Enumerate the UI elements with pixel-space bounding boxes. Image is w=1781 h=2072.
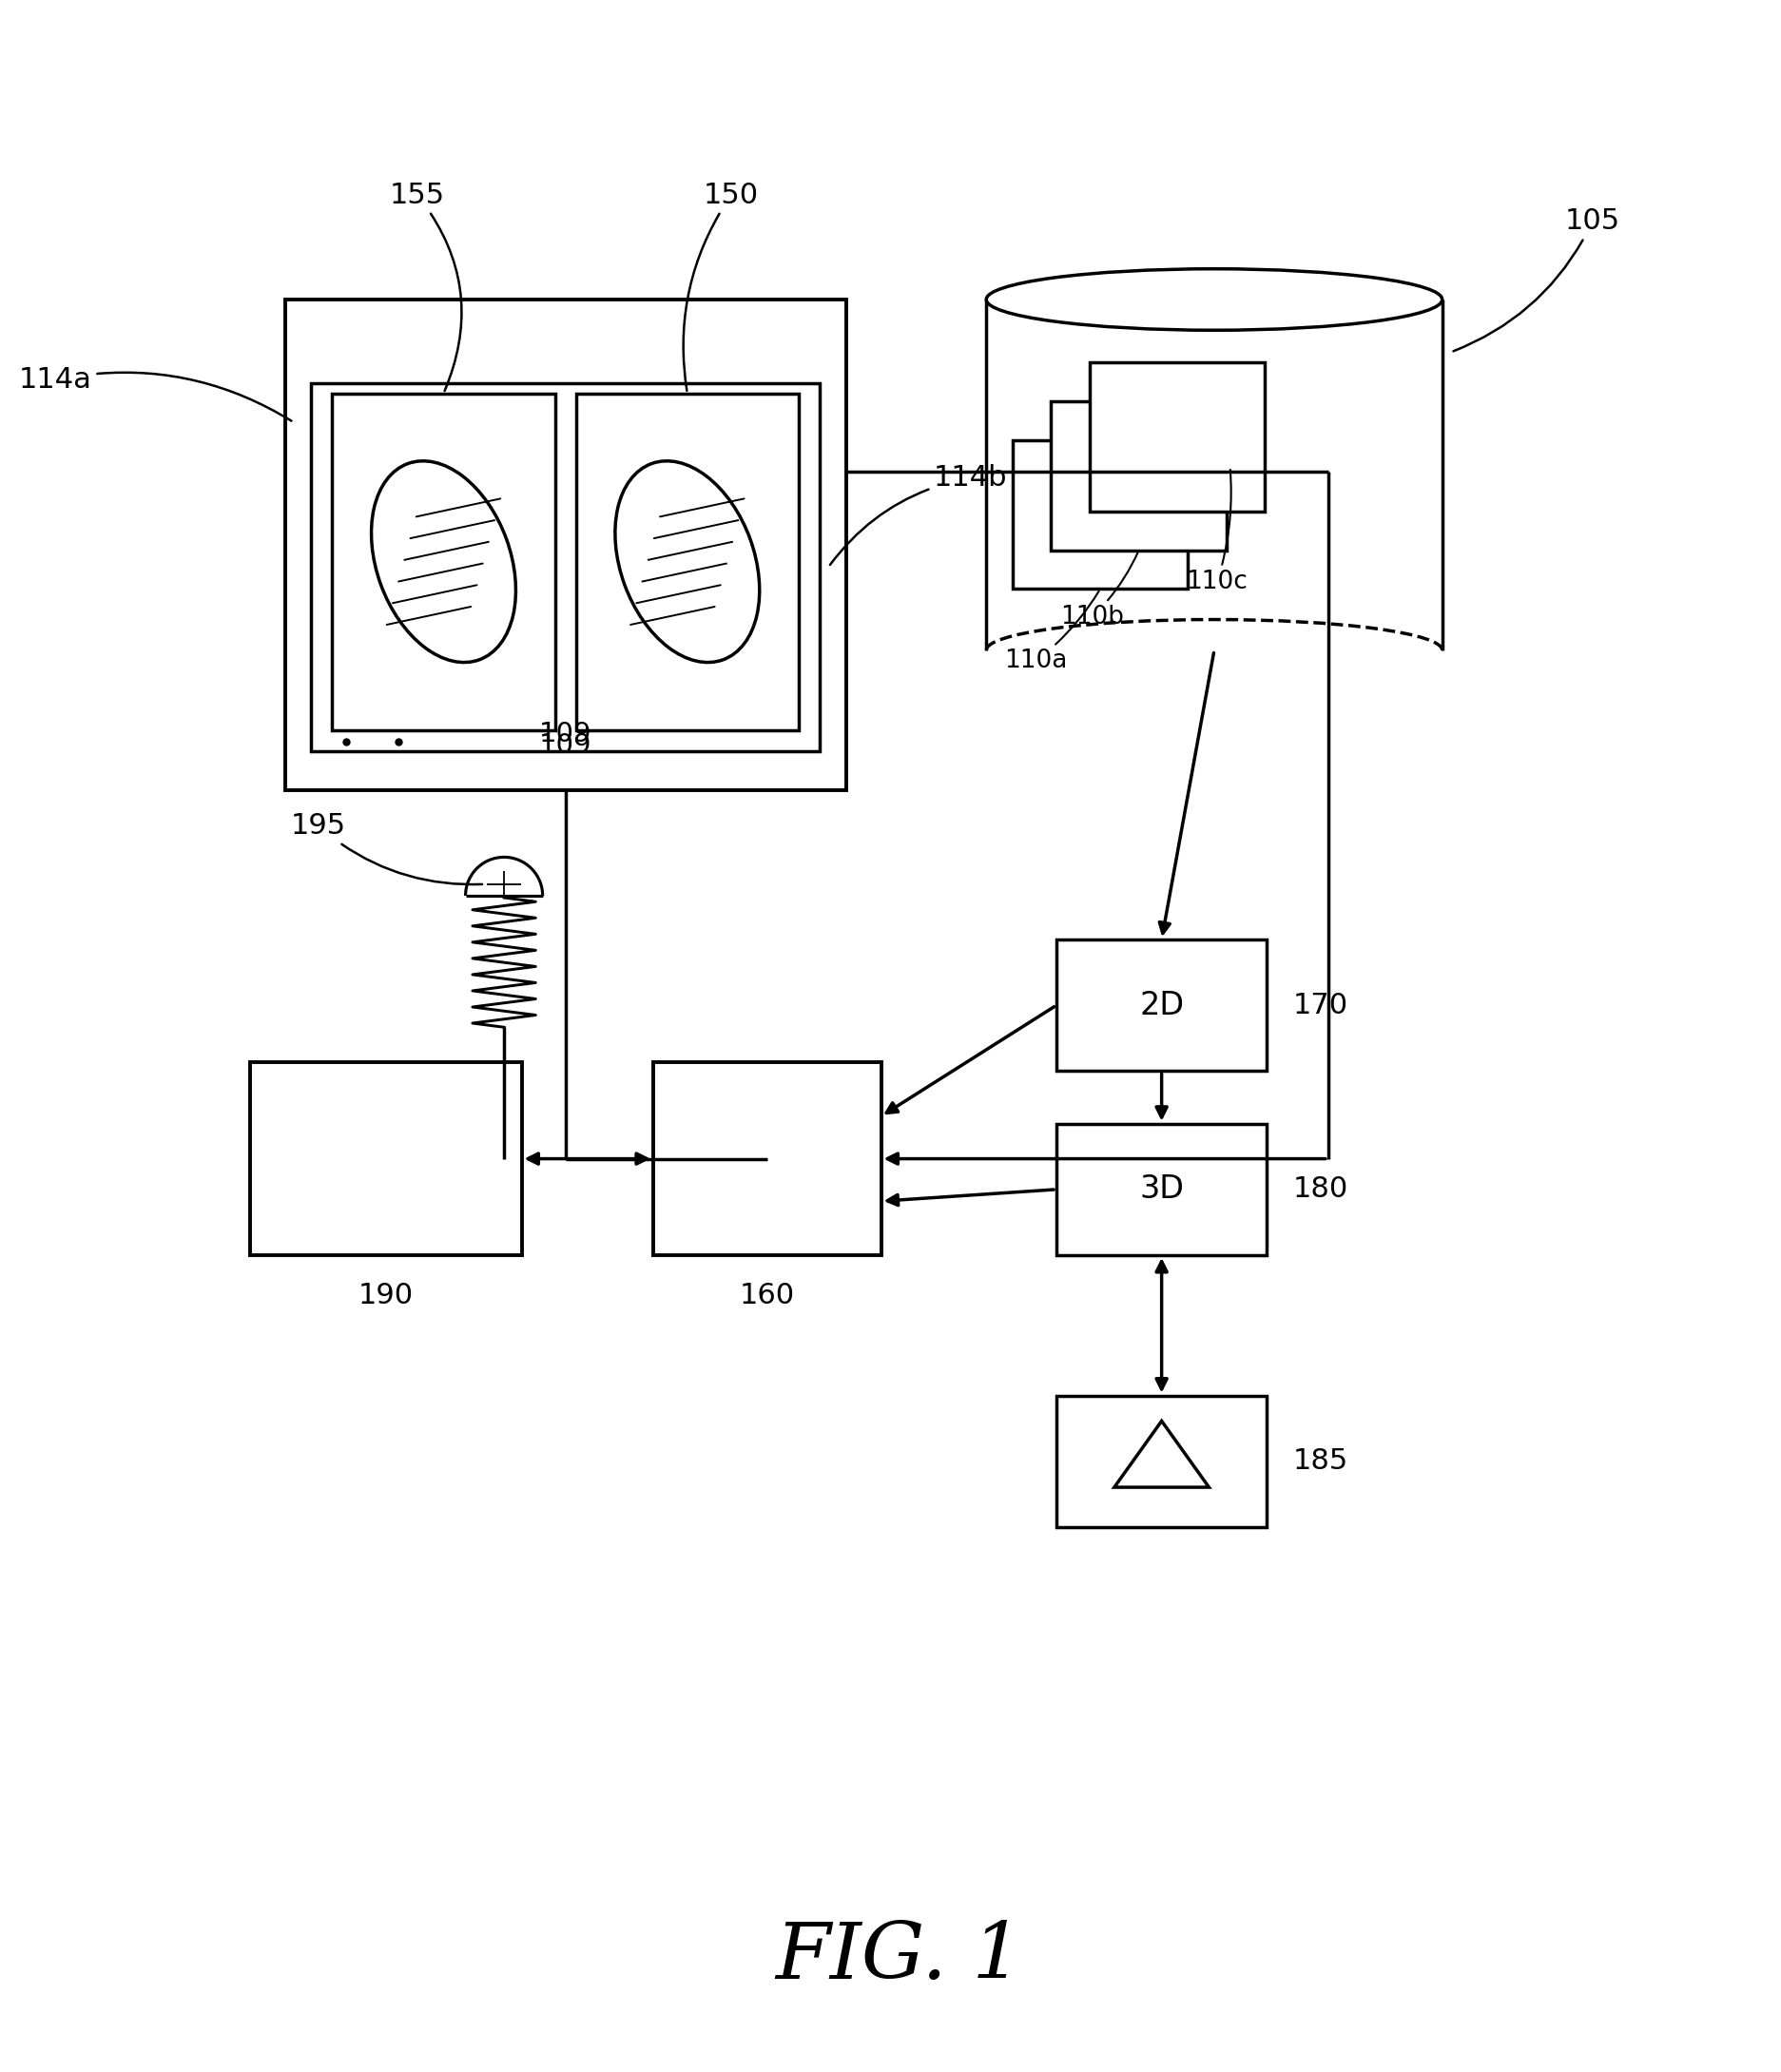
Bar <box>654 1063 880 1256</box>
Text: 160: 160 <box>739 1280 794 1310</box>
Text: 150: 150 <box>682 180 759 392</box>
Text: 110c: 110c <box>1186 470 1247 595</box>
Text: 195: 195 <box>290 812 483 885</box>
Text: 114b: 114b <box>830 464 1006 566</box>
Text: 109: 109 <box>540 731 591 758</box>
Text: 2D: 2D <box>1138 990 1183 1021</box>
Bar <box>249 1063 522 1256</box>
Bar <box>331 394 554 729</box>
Ellipse shape <box>370 460 515 663</box>
Bar <box>575 394 798 729</box>
Ellipse shape <box>614 460 759 663</box>
Ellipse shape <box>985 269 1441 329</box>
Bar <box>285 300 846 792</box>
Text: 110b: 110b <box>1060 553 1136 630</box>
Bar <box>312 383 819 750</box>
Text: 105: 105 <box>1453 207 1619 350</box>
Text: 170: 170 <box>1293 992 1348 1019</box>
Bar <box>1012 439 1188 588</box>
Text: 109: 109 <box>540 721 591 748</box>
Text: 3D: 3D <box>1138 1173 1183 1206</box>
Bar <box>1090 363 1265 512</box>
Bar <box>1056 1394 1266 1527</box>
Bar <box>1056 1123 1266 1256</box>
Text: 180: 180 <box>1293 1175 1348 1204</box>
Bar <box>1056 939 1266 1071</box>
Bar <box>1051 402 1225 551</box>
Polygon shape <box>1113 1421 1208 1488</box>
Text: 110a: 110a <box>1003 591 1099 673</box>
Text: 185: 185 <box>1293 1448 1348 1475</box>
Text: FIG. 1: FIG. 1 <box>775 1919 1022 1995</box>
Text: 114a: 114a <box>20 367 292 421</box>
Text: 155: 155 <box>390 180 461 392</box>
Text: 190: 190 <box>358 1280 413 1310</box>
